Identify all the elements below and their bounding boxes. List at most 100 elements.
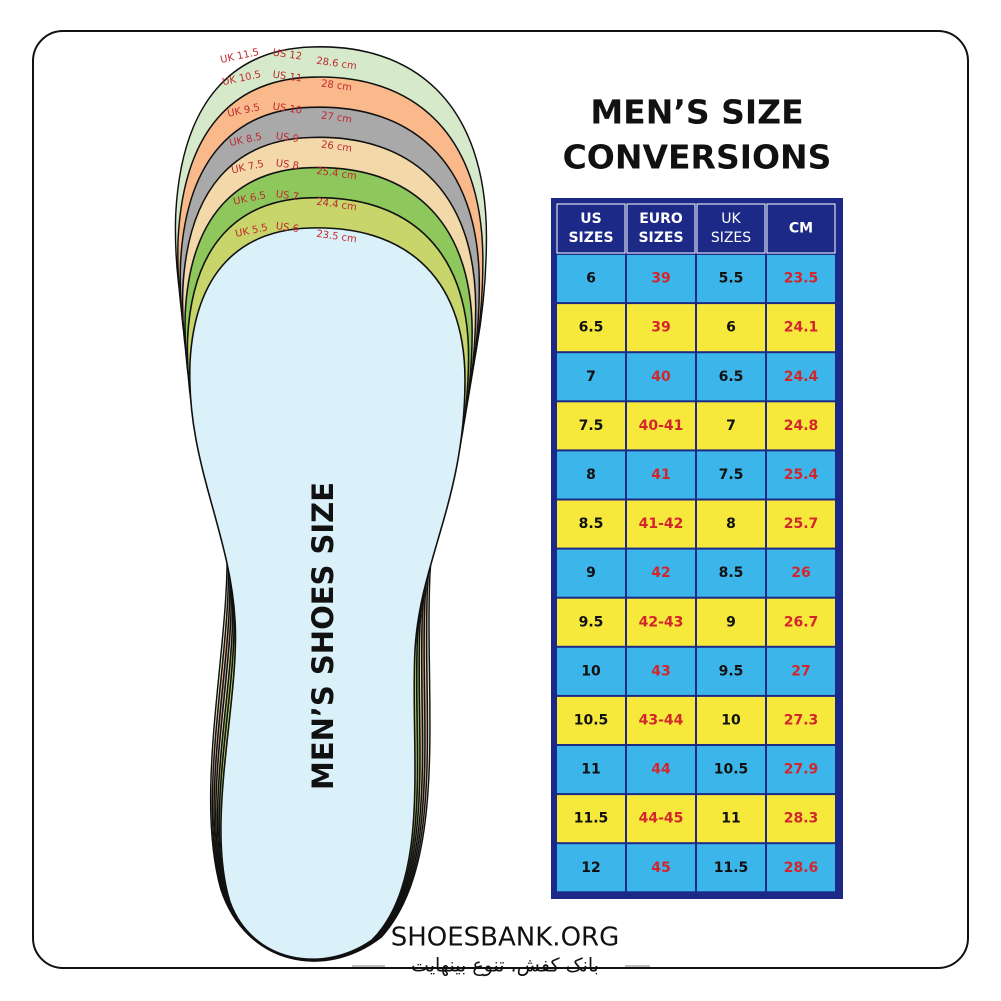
cell-text: 26.7 [784, 614, 819, 630]
table-cell [627, 746, 695, 794]
cell-text: 28.3 [784, 811, 819, 827]
table-cell [697, 598, 765, 646]
cell-text: 11.5 [714, 860, 749, 876]
table-cell [557, 304, 625, 352]
cell-text: 23.5 [784, 271, 819, 287]
table-cell [627, 598, 695, 646]
cell-text: 42-43 [639, 614, 684, 630]
table-cell [557, 696, 625, 744]
table-cell [697, 402, 765, 450]
us-label: US 7 [275, 189, 300, 203]
table-cell [767, 844, 835, 892]
header-label: SIZES [711, 230, 751, 246]
cell-text: 39 [651, 320, 670, 336]
table-cell [697, 451, 765, 499]
table-cell [627, 353, 695, 401]
title-line: CONVERSIONS [563, 138, 832, 177]
cell-text: 10 [581, 663, 601, 679]
table-cell [557, 844, 625, 892]
table-cell [697, 647, 765, 695]
cell-text: 40 [651, 369, 671, 385]
table-cell [627, 696, 695, 744]
table-cell [627, 500, 695, 548]
table-cell [767, 500, 835, 548]
cell-text: 24.1 [784, 320, 819, 336]
cell-text: 7 [726, 418, 736, 434]
table-cell [557, 647, 625, 695]
table-cell [767, 647, 835, 695]
header-label: SIZES [638, 230, 683, 246]
cell-text: 11 [721, 811, 740, 827]
table-cell [767, 696, 835, 744]
cm-label: 28 cm [320, 78, 352, 93]
table-cell [697, 304, 765, 352]
us-label: US 9 [275, 131, 300, 145]
table-cell [767, 255, 835, 303]
cell-text: 39 [651, 271, 670, 287]
table-cell [557, 353, 625, 401]
cell-text: 43-44 [639, 712, 684, 728]
cell-text: 9.5 [579, 614, 604, 630]
cell-text: 10.5 [574, 712, 609, 728]
cell-text: 27 [791, 663, 810, 679]
us-label: US 6 [275, 221, 300, 235]
table-cell [767, 353, 835, 401]
table-cell [627, 402, 695, 450]
cm-label: 26 cm [320, 139, 352, 154]
cell-text: 41-42 [639, 516, 684, 532]
table-cell [557, 255, 625, 303]
table-cell [767, 304, 835, 352]
cell-text: 7 [586, 369, 596, 385]
cell-text: 9 [726, 614, 736, 630]
cell-text: 11.5 [574, 811, 609, 827]
table-cell [627, 844, 695, 892]
cell-text: 25.7 [784, 516, 819, 532]
table-cell [767, 549, 835, 597]
table-cell [697, 795, 765, 843]
us-label: US 10 [272, 102, 303, 117]
table-cell [557, 795, 625, 843]
site-name: SHOESBANK.ORG [391, 923, 620, 953]
cell-text: 42 [651, 565, 670, 581]
cell-text: 8.5 [719, 565, 744, 581]
header-label: CM [789, 221, 813, 237]
cell-text: 6.5 [579, 320, 604, 336]
cell-text: 10.5 [714, 762, 749, 778]
cell-text: 24.8 [784, 418, 819, 434]
table-cell [627, 795, 695, 843]
us-label: US 8 [275, 158, 300, 172]
cell-text: 40-41 [639, 418, 684, 434]
us-label: US 11 [272, 70, 303, 85]
size-table: US SIZES EURO SIZES UK SIZES CM 6 39 5.5 23.5 6.5 39… [551, 198, 843, 899]
cell-text: 8 [726, 516, 736, 532]
cell-text: 7.5 [579, 418, 604, 434]
table-cell [697, 844, 765, 892]
table-cell [557, 598, 625, 646]
tagline: بانک کفش، تنوع بینهایت [411, 955, 599, 977]
cell-text: 9.5 [719, 663, 744, 679]
cell-text: 8.5 [579, 516, 604, 532]
cell-text: 26 [791, 565, 810, 581]
header-cell [696, 203, 766, 254]
cell-text: 44-45 [639, 811, 684, 827]
table-cell [767, 598, 835, 646]
cell-text: 6 [586, 271, 596, 287]
cell-text: 25.4 [784, 467, 819, 483]
table-cell [627, 304, 695, 352]
table-cell [767, 451, 835, 499]
side-text: MEN’S SHOES SIZE [306, 482, 340, 790]
table-cell [557, 500, 625, 548]
header-cell [626, 203, 696, 254]
header-label: US [580, 211, 601, 227]
cell-text: 7.5 [719, 467, 744, 483]
cell-text: 10 [721, 712, 741, 728]
cell-text: 6 [726, 320, 736, 336]
header-label: UK [721, 211, 741, 227]
table-cell [697, 255, 765, 303]
table-cell [557, 402, 625, 450]
table-cell [697, 696, 765, 744]
table-cell [697, 746, 765, 794]
table-cell [627, 647, 695, 695]
